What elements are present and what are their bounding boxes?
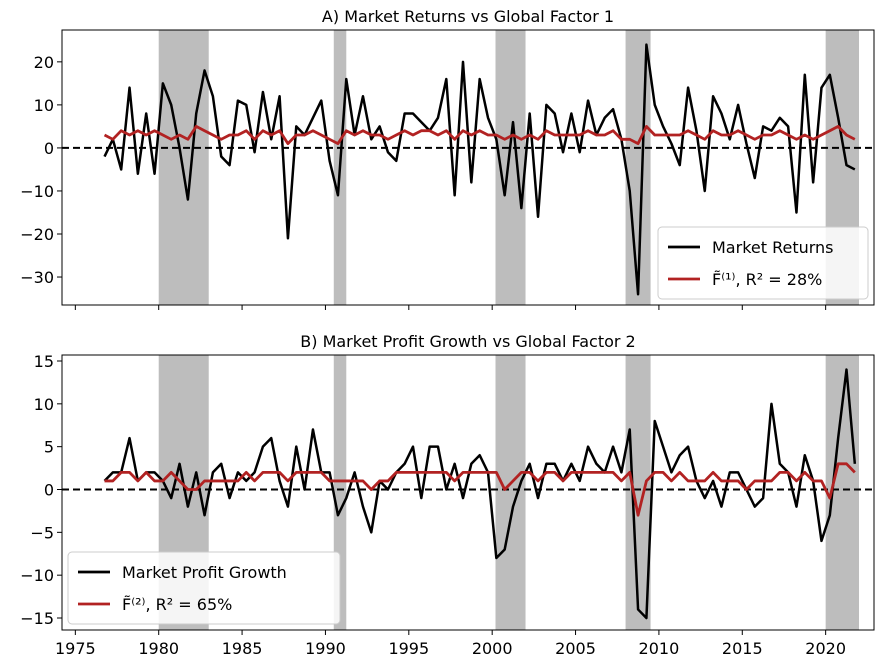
y-tick-label: 5 <box>44 438 54 457</box>
y-tick-label: −5 <box>30 523 54 542</box>
axes-frame <box>61 354 875 631</box>
chart-title: B) Market Profit Growth vs Global Factor… <box>300 332 635 351</box>
y-tick-label: −15 <box>20 609 54 628</box>
legend-box <box>657 226 869 300</box>
y-tick-label: −10 <box>20 566 54 585</box>
x-tick-label: 1985 <box>222 639 263 658</box>
y-tick-label: −30 <box>20 268 54 287</box>
panel: −30 −20 −10 0 10 20 A) Market Returns vs Globa… <box>20 7 875 310</box>
y-tick-label: −10 <box>20 182 54 201</box>
axes-frame <box>61 29 875 306</box>
recession-shade <box>495 355 526 630</box>
y-tick-label: 0 <box>44 139 54 158</box>
panel: −15 −10 −5 0 5 10 15 1975 1980 1985 1990 1995 2000 20… <box>20 332 875 658</box>
legend-label: Market Profit Growth <box>122 563 287 582</box>
x-tick-label: 1980 <box>138 639 179 658</box>
x-tick-label: 2015 <box>722 639 763 658</box>
y-tick-label: −20 <box>20 225 54 244</box>
y-tick-label: 10 <box>34 96 54 115</box>
y-tick-label: 10 <box>34 395 54 414</box>
x-tick-label: 1990 <box>305 639 346 658</box>
x-tick-label: 2000 <box>472 639 513 658</box>
series-line <box>103 43 856 296</box>
series-line <box>104 462 856 517</box>
y-tick-label: 20 <box>34 53 54 72</box>
legend-label: F̃⁽²⁾, R² = 65% <box>122 595 232 614</box>
chart-title: A) Market Returns vs Global Factor 1 <box>322 7 614 26</box>
legend-box <box>67 551 341 625</box>
y-tick-label: 0 <box>44 481 54 500</box>
series-line <box>103 125 856 146</box>
x-tick-label: 1975 <box>55 639 96 658</box>
x-tick-label: 2005 <box>555 639 596 658</box>
y-tick-label: 15 <box>34 352 54 371</box>
legend-label: F̃⁽¹⁾, R² = 28% <box>712 270 822 289</box>
x-tick-label: 1995 <box>388 639 429 658</box>
x-tick-label: 2020 <box>805 639 846 658</box>
legend-label: Market Returns <box>712 238 834 257</box>
series-line <box>103 368 857 620</box>
x-tick-label: 2010 <box>639 639 680 658</box>
